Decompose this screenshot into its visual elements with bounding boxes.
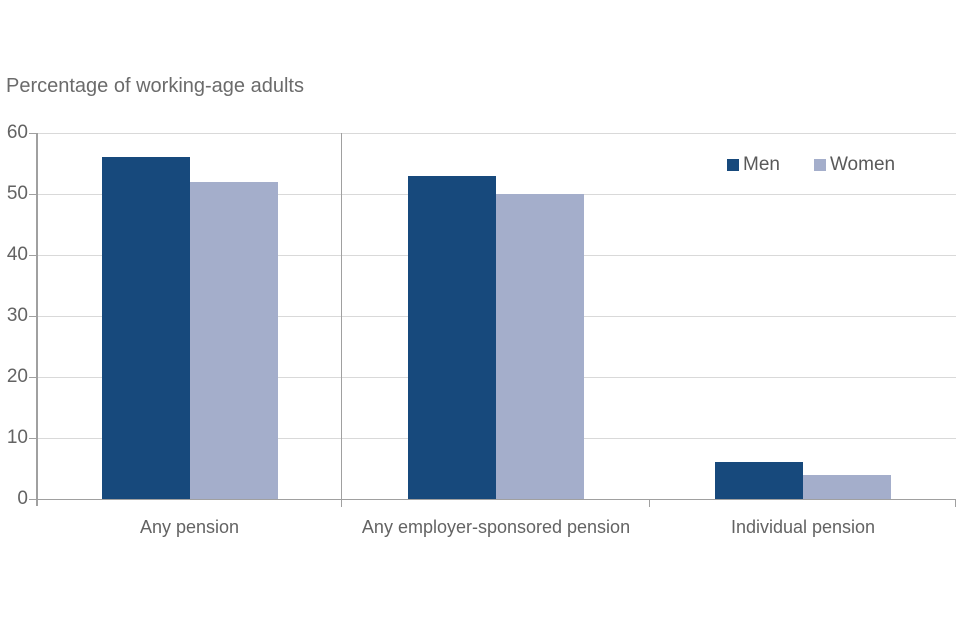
y-axis-tick-label-10: 10 bbox=[6, 427, 28, 448]
y-axis-tick-label-20: 20 bbox=[6, 366, 28, 387]
chart-legend: Men Women bbox=[727, 154, 895, 176]
x-axis-category-label: Individual pension bbox=[730, 517, 876, 537]
y-axis-tick-20 bbox=[29, 377, 37, 378]
bar-men-1 bbox=[101, 157, 190, 499]
gridline-60 bbox=[37, 133, 956, 134]
bar-women-2 bbox=[496, 194, 584, 499]
legend-label-women: Women bbox=[829, 154, 896, 175]
y-axis-tick-0 bbox=[29, 499, 37, 500]
y-axis-line bbox=[36, 133, 38, 506]
y-axis-tick-label-30: 30 bbox=[6, 305, 28, 326]
category-divider-line bbox=[341, 133, 342, 506]
x-axis-line bbox=[37, 498, 956, 500]
y-axis-tick-60 bbox=[29, 133, 37, 134]
chart-title: Percentage of working-age adults bbox=[6, 75, 304, 97]
x-axis-tick-3 bbox=[955, 499, 956, 507]
bar-women-3 bbox=[803, 474, 891, 499]
bar-women-1 bbox=[189, 181, 278, 499]
bar-men-3 bbox=[715, 462, 803, 499]
y-axis-tick-30 bbox=[29, 316, 37, 317]
y-axis-tick-label-0: 0 bbox=[17, 488, 28, 509]
legend-marker-men-icon bbox=[727, 159, 739, 171]
x-axis-category-label: Any employer-sponsored pension bbox=[361, 517, 631, 537]
y-axis-tick-40 bbox=[29, 255, 37, 256]
legend-label-men: Men bbox=[743, 154, 780, 175]
y-axis-tick-10 bbox=[29, 438, 37, 439]
bar-men-2 bbox=[408, 175, 496, 499]
x-axis-tick-2 bbox=[649, 499, 650, 507]
legend-item-women: Women bbox=[813, 154, 896, 176]
y-axis-tick-label-40: 40 bbox=[6, 244, 28, 265]
legend-item-men: Men bbox=[727, 154, 780, 176]
legend-marker-women-icon bbox=[813, 159, 826, 171]
plot-area bbox=[29, 133, 956, 507]
y-axis-tick-50 bbox=[29, 194, 37, 195]
y-axis-tick-label-60: 60 bbox=[6, 122, 28, 143]
x-axis-category-label: Any pension bbox=[139, 517, 240, 537]
y-axis-tick-label-50: 50 bbox=[6, 183, 28, 204]
